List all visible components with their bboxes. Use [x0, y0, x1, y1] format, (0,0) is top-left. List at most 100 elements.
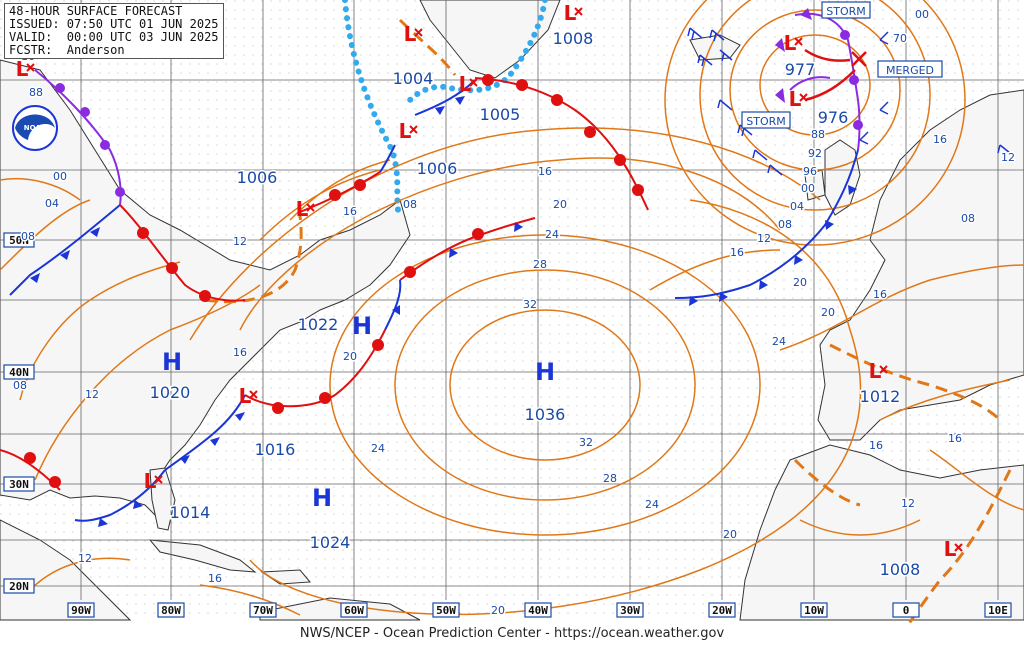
low-symbols: L L L L L L L L L L L L [16, 1, 963, 561]
low-pressure-value: 1008 [880, 560, 921, 579]
latitude-label-box [3, 232, 35, 248]
isobar-label: 00 [53, 170, 67, 183]
low-pressure-value: 1008 [553, 29, 594, 48]
low-center-marker [574, 7, 583, 16]
isobar-label: 96 [803, 165, 817, 178]
longitude-label-box [892, 602, 920, 618]
isobar-label: 08 [778, 218, 792, 231]
low-pressure-symbol: L [784, 31, 797, 55]
isobar-label: 08 [961, 212, 975, 225]
low-pressure-symbol: L [404, 22, 417, 46]
low-center-marker [249, 390, 258, 399]
low-center-marker [414, 28, 423, 37]
low-pressure-value: 1006 [237, 168, 278, 187]
longitude-label: 60W [344, 604, 364, 617]
low-pressure-symbol: L [459, 72, 472, 96]
low-pressure-value: 1005 [480, 105, 521, 124]
longitude-label-box [708, 602, 736, 618]
isobar-label: 20 [723, 528, 737, 541]
header-title: 48-HOUR SURFACE FORECAST [9, 4, 183, 18]
low-center-marker [154, 475, 163, 484]
low-pressure-symbol: L [144, 469, 157, 493]
isobar-label: 12 [85, 388, 99, 401]
isobar-label: 32 [523, 298, 537, 311]
greenland-land [419, 0, 561, 79]
isobar-label: 88 [29, 86, 43, 99]
high-pressure-value: 1036 [525, 405, 566, 424]
low-pressure-symbol: L [16, 57, 29, 81]
isobar-label: 12 [233, 235, 247, 248]
longitude-label: 50W [436, 604, 456, 617]
low-pressure-value: 1014 [170, 503, 211, 522]
longitude-label: 10W [804, 604, 824, 617]
longitude-label-box [157, 602, 185, 618]
storm-label: STORM [746, 115, 786, 128]
isobar-label: 20 [821, 306, 835, 319]
isobar-label: 04 [790, 200, 804, 213]
high-pressure-value: 1024 [310, 533, 351, 552]
latitude-label-box [3, 476, 35, 492]
isobar-label: 16 [873, 288, 887, 301]
high-pressure-value: 1020 [150, 383, 191, 402]
low-center-marker [306, 203, 315, 212]
isobar-label: 00 [915, 8, 929, 21]
isobar-label: 12 [901, 497, 915, 510]
florida-land [149, 467, 176, 531]
high-pressure-symbol: H [312, 484, 332, 512]
low-pressure-symbol: L [944, 537, 957, 561]
high-pressure-symbol: H [162, 348, 182, 376]
storm-label: STORM [826, 5, 866, 18]
isobar-label: 16 [208, 572, 222, 585]
isobar-label: 08 [21, 230, 35, 243]
low-center-marker [794, 37, 803, 46]
isobar-label: 16 [343, 205, 357, 218]
isobar-label: 24 [545, 228, 559, 241]
low-pressure-symbol: L [296, 197, 309, 221]
high-pressure-symbol: H [352, 312, 372, 340]
isobar-label: 16 [538, 165, 552, 178]
isobar-label: 20 [793, 276, 807, 289]
high-pressure-value: 1022 [298, 315, 339, 334]
low-center-marker [409, 125, 418, 134]
longitude-label-box [524, 602, 552, 618]
longitude-label-box [340, 602, 368, 618]
low-pressure-symbol: L [564, 1, 577, 25]
forecast-header: 48-HOUR SURFACE FORECAST ISSUED: 07:50 UT… [4, 3, 224, 59]
low-pressure-value: 1016 [255, 440, 296, 459]
isobar-label: 88 [811, 128, 825, 141]
low-pressure-symbol: L [399, 119, 412, 143]
isobars [0, 0, 1024, 616]
header-issued: ISSUED: 07:50 UTC 01 JUN 2025 [9, 17, 219, 31]
svg-text:NOAA: NOAA [24, 124, 47, 132]
longitude-label: 70W [253, 604, 273, 617]
latitude-label: 50N [9, 234, 29, 247]
latitude-label-box [3, 578, 35, 594]
isobar-label: 16 [869, 439, 883, 452]
longitude-label: 20W [712, 604, 732, 617]
longitude-label: 30W [620, 604, 640, 617]
warm-front-symbols [24, 74, 644, 488]
header-valid: VALID: 00:00 UTC 03 JUN 2025 [9, 30, 219, 44]
cold-fronts [9, 79, 859, 522]
low-center-marker [469, 78, 478, 87]
longitude-label: 80W [161, 604, 181, 617]
longitude-label-box [616, 602, 644, 618]
occluded-front-symbols [55, 8, 863, 197]
low-pressure-value: 1004 [393, 69, 434, 88]
longitude-label-box [984, 602, 1012, 618]
longitude-label: 0 [903, 604, 910, 617]
isobar-label: 24 [371, 442, 385, 455]
isobar-label: 08 [403, 198, 417, 211]
isobar-label: 04 [45, 197, 59, 210]
low-pressure-value: 977 [785, 60, 816, 79]
latitude-label: 20N [9, 580, 29, 593]
low-pressure-symbol: L [789, 87, 802, 111]
storm-label: MERGED [886, 64, 934, 77]
latitude-label: 30N [9, 478, 29, 491]
low-center-marker [879, 365, 888, 374]
latitude-label: 40N [9, 366, 29, 379]
isobar-label: 92 [808, 147, 822, 160]
cuba-land [148, 539, 257, 573]
isobar-label: 16 [948, 432, 962, 445]
isobar-label: 12 [757, 232, 771, 245]
